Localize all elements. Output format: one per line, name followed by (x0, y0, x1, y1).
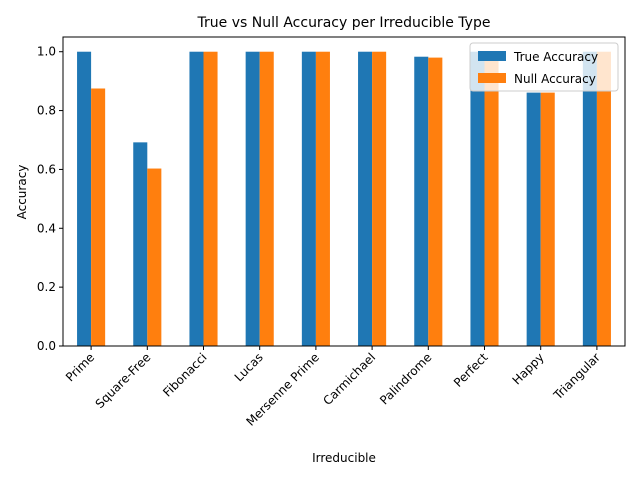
legend-label: True Accuracy (513, 50, 598, 64)
x-axis-label: Irreducible (312, 451, 376, 465)
y-tick-label: 0.8 (37, 104, 56, 118)
bar (203, 51, 218, 346)
bar (245, 51, 260, 346)
chart-title: True vs Null Accuracy per Irreducible Ty… (197, 15, 491, 31)
x-tick-label: Perfect (451, 350, 491, 390)
x-tick-label: Carmichael (320, 350, 378, 408)
bar (358, 51, 373, 346)
bar (189, 51, 204, 346)
bar (133, 142, 148, 346)
legend-swatch (478, 51, 506, 61)
x-tick-label: Lucas (232, 350, 266, 384)
bar (77, 51, 92, 346)
y-tick-label: 0.0 (37, 339, 56, 353)
x-tick-label: Palindrome (377, 350, 434, 407)
bar (484, 51, 499, 346)
plot-frame (62, 36, 626, 347)
bar (301, 51, 316, 346)
bar (526, 92, 541, 347)
y-tick-label: 1.0 (37, 45, 56, 59)
bar (428, 57, 443, 346)
legend-swatch (478, 73, 506, 83)
y-tick-label: 0.4 (37, 221, 56, 235)
y-tick-label: 0.6 (37, 162, 56, 176)
x-tick-label: Square-Free (93, 350, 154, 411)
bar (596, 51, 611, 346)
bar (372, 51, 387, 346)
bar (147, 168, 162, 346)
x-tick-label: Fibonacci (160, 350, 209, 399)
x-tick-label: Triangular (550, 350, 603, 403)
y-axis-label: Accuracy (15, 165, 29, 220)
bar (540, 92, 555, 347)
legend-box (469, 42, 619, 92)
x-tick-label: Happy (510, 350, 547, 387)
bar (470, 51, 485, 346)
bar (259, 51, 274, 346)
y-tick-label: 0.2 (37, 280, 56, 294)
x-tick-label: Prime (63, 350, 97, 384)
legend-label: Null Accuracy (514, 72, 596, 86)
bar (414, 56, 429, 347)
bar (582, 51, 597, 346)
bar (315, 51, 330, 346)
bar (91, 88, 106, 346)
